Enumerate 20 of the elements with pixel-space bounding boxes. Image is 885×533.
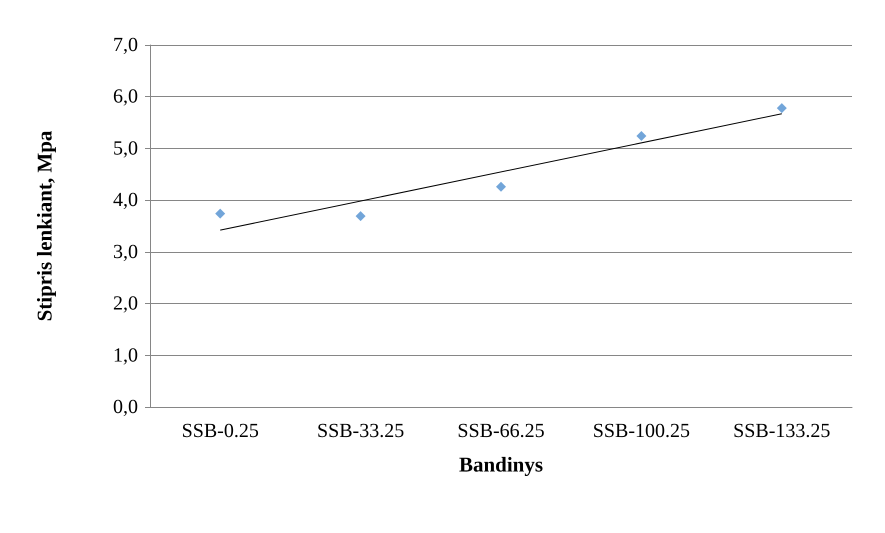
point — [356, 211, 366, 222]
y-tick-label: 0,0 — [113, 396, 138, 418]
x-tick-label: SSB-0.25 — [182, 420, 259, 442]
y-tick-label: 1,0 — [113, 344, 138, 366]
y-axis-title: Stipris lenkiant, Mpa — [32, 130, 56, 322]
y-tick-label: 6,0 — [113, 86, 138, 108]
point — [776, 103, 787, 114]
point — [496, 182, 506, 192]
y-tick-label: 2,0 — [113, 292, 138, 315]
y-tick-label: 4,0 — [113, 189, 138, 212]
x-tick-label: SSB-100.25 — [592, 420, 690, 442]
y-tick-label: 5,0 — [113, 137, 138, 160]
point — [215, 208, 226, 219]
x-tick-label: SSB-33.25 — [316, 420, 404, 442]
y-tick-label: 7,0 — [113, 34, 138, 56]
x-tick-label: SSB-66.25 — [457, 420, 545, 442]
point — [636, 131, 646, 142]
y-tick-label: 3,0 — [113, 240, 138, 263]
x-tick-label: SSB-133.25 — [733, 420, 830, 442]
x-axis-title: Bandinys — [458, 452, 544, 476]
